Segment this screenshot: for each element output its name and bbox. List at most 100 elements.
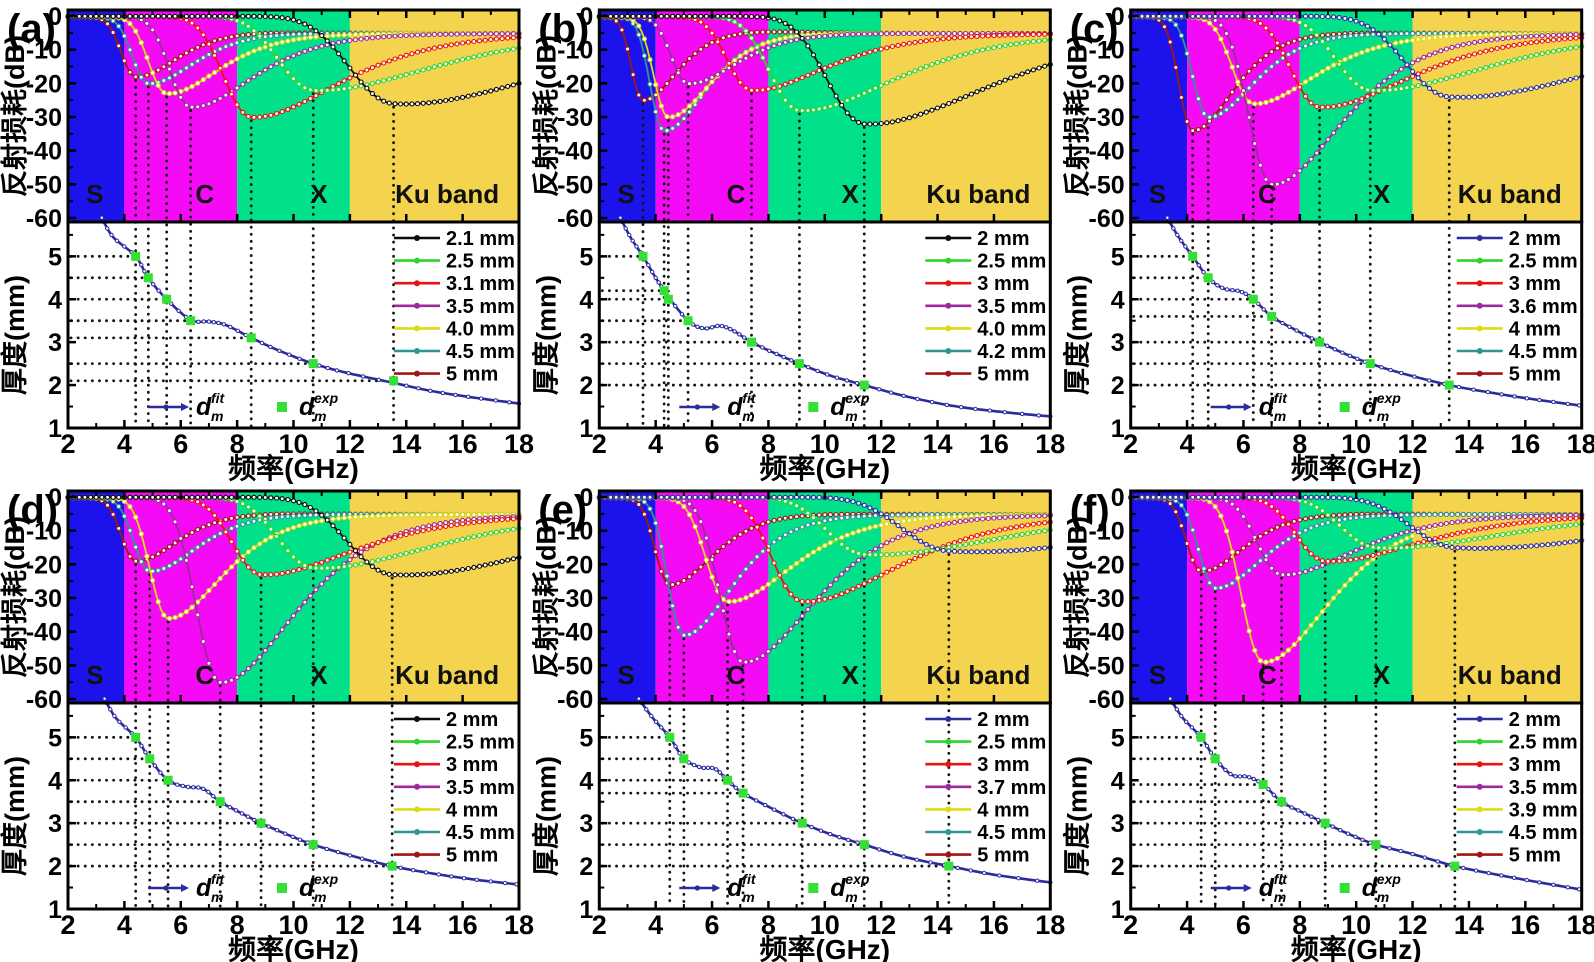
rl-curve-marker — [901, 532, 907, 538]
rl-curve-marker — [1359, 96, 1365, 102]
rl-curve-marker — [692, 569, 698, 575]
rl-curve-marker — [1173, 13, 1179, 19]
rl-tick-label: -50 — [557, 652, 593, 680]
rl-curve-marker — [1285, 572, 1292, 578]
rl-curve-marker — [1432, 522, 1438, 528]
rl-curve-marker — [1314, 504, 1320, 510]
rl-curve-marker — [1545, 525, 1551, 531]
thickness-fit-marker — [1036, 413, 1041, 418]
rl-curve-marker — [799, 513, 805, 519]
rl-curve-marker — [296, 31, 302, 37]
rl-curve-marker — [493, 49, 499, 55]
thickness-exp-point — [162, 294, 172, 304]
freq-tick-label: 4 — [117, 429, 132, 459]
rl-curve-marker — [946, 520, 952, 526]
rl-curve-marker — [1331, 62, 1337, 68]
rl-curve-marker — [1325, 14, 1331, 20]
rl-curve-marker — [653, 549, 659, 555]
rl-curve-marker — [709, 574, 715, 580]
rl-curve-marker — [240, 38, 246, 44]
rl-curve-marker — [681, 504, 687, 510]
thickness-tick-label: 1 — [48, 415, 62, 443]
rl-curve-marker — [189, 548, 195, 554]
rl-curve-marker — [1285, 40, 1292, 46]
rl-curve-marker — [856, 119, 862, 125]
rl-curve-marker — [1013, 514, 1020, 520]
rl-curve-marker — [426, 526, 432, 533]
rl-curve-marker — [223, 13, 229, 19]
rl-curve-marker — [352, 37, 359, 43]
rl-curve-marker — [827, 63, 833, 69]
rl-curve-marker — [963, 93, 969, 100]
rl-curve-marker — [985, 33, 991, 39]
rl-curve-marker — [1404, 521, 1410, 527]
rl-curve-marker — [1342, 69, 1348, 75]
rl-curve-marker — [138, 13, 144, 19]
rl-curve-marker — [386, 58, 392, 64]
rl-curve-marker — [471, 512, 477, 518]
thickness-fit-marker — [818, 828, 824, 833]
band-label-ku: Ku band — [395, 179, 499, 209]
rl-curve-marker — [245, 504, 251, 510]
rl-curve-marker — [499, 528, 505, 534]
rl-curve-marker — [1331, 517, 1337, 523]
rl-curve-marker — [788, 591, 794, 597]
rl-curve-marker — [788, 24, 794, 30]
rl-curve-marker — [166, 66, 173, 72]
rl-curve-marker — [1235, 79, 1241, 85]
rl-curve-marker — [257, 654, 263, 660]
rl-axis-title: 反射损耗(dB) — [1063, 516, 1093, 678]
thickness-fit-marker — [474, 877, 479, 882]
rl-curve-marker — [212, 38, 218, 44]
rl-curve-marker — [1297, 168, 1303, 174]
rl-curve-marker — [1393, 48, 1399, 54]
rl-curve-marker — [482, 37, 488, 43]
legend-marker — [945, 829, 952, 835]
rl-curve-marker — [1421, 80, 1427, 87]
legend-label: 2 mm — [1509, 228, 1561, 250]
rl-curve-marker — [1494, 31, 1500, 38]
rl-curve-marker — [1567, 35, 1573, 42]
rl-curve-marker — [420, 100, 426, 106]
rl-curve-marker — [1325, 512, 1331, 518]
rl-curve-marker — [1019, 547, 1025, 553]
rl-curve-marker — [268, 572, 274, 578]
rl-curve-marker — [1246, 99, 1252, 105]
rl-curve-marker — [715, 548, 721, 554]
rl-curve-marker — [788, 79, 794, 85]
rl-curve-marker — [636, 92, 642, 98]
rl-curve-marker — [426, 512, 432, 518]
rl-curve-marker — [313, 93, 319, 99]
band-s — [68, 10, 125, 222]
rl-curve-marker — [262, 34, 268, 40]
rl-curve-marker — [307, 24, 313, 30]
thickness-fit-marker — [1511, 875, 1517, 880]
rl-curve-marker — [426, 100, 432, 106]
rl-curve-marker — [782, 632, 788, 638]
rl-curve-marker — [279, 541, 285, 547]
rl-curve-marker — [206, 73, 212, 79]
rl-curve-marker — [732, 71, 738, 77]
rl-curve-marker — [206, 506, 212, 512]
rl-curve-marker — [1207, 13, 1213, 19]
rl-curve-marker — [1319, 38, 1325, 44]
rl-curve-marker — [799, 556, 805, 563]
rl-curve-marker — [133, 544, 139, 550]
rl-curve-marker — [1036, 31, 1042, 37]
legend-marker — [945, 851, 952, 858]
rl-curve-marker — [1545, 517, 1551, 523]
rl-curve-marker — [403, 72, 409, 78]
rl-curve-marker — [1229, 64, 1235, 70]
rl-curve-marker — [748, 46, 755, 52]
rl-curve-marker — [172, 57, 178, 63]
rl-curve-marker — [946, 35, 952, 41]
rl-curve-marker — [1477, 49, 1483, 56]
rl-curve-marker — [127, 13, 133, 19]
rl-curve-marker — [448, 522, 454, 529]
band-c — [124, 491, 238, 703]
rl-curve-marker — [895, 512, 901, 518]
freq-tick-label: 8 — [761, 429, 776, 459]
rl-curve-marker — [715, 39, 721, 45]
band-label-x: X — [310, 179, 328, 209]
legend-label: 5 mm — [977, 364, 1029, 386]
